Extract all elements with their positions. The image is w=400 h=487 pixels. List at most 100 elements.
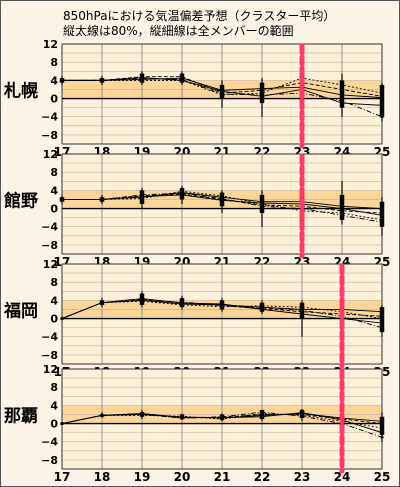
y-tick-label: −4 — [41, 111, 58, 124]
cluster-point — [180, 300, 184, 304]
x-tick-label: 19 — [134, 470, 151, 484]
cluster-point — [340, 87, 344, 92]
y-tick-label: 4 — [50, 184, 58, 197]
x-tick-label: 20 — [174, 470, 191, 484]
cluster-point — [380, 91, 384, 95]
x-tick-label: 25 — [374, 470, 391, 484]
x-tick-label: 18 — [94, 470, 111, 484]
cluster-point — [380, 326, 384, 330]
cluster-point — [380, 206, 384, 211]
cluster-point — [380, 316, 384, 321]
y-tick-label: −4 — [41, 331, 58, 344]
cluster-point — [220, 303, 224, 307]
x-tick-label: 24 — [334, 470, 351, 484]
y-tick-label: 0 — [50, 313, 58, 326]
cluster-point — [380, 314, 384, 318]
cluster-point — [260, 306, 264, 310]
cluster-point — [100, 78, 104, 82]
cluster-point — [340, 101, 344, 105]
cluster-point — [380, 211, 384, 215]
x-tick-label: 21 — [214, 470, 231, 484]
y-tick-label: 8 — [50, 276, 58, 289]
cluster-point — [100, 413, 104, 417]
x-tick-label: 22 — [254, 470, 271, 484]
cluster-point — [380, 435, 384, 439]
cluster-point — [260, 93, 264, 97]
y-tick-label: 8 — [50, 381, 58, 394]
cluster-point — [60, 316, 64, 321]
chart-subtitle: 縦太線は80%，縦細線は全メンバーの範囲 — [63, 24, 294, 38]
y-tick-label: 0 — [50, 418, 58, 431]
cluster-point — [140, 193, 144, 197]
y-tick-label: 4 — [50, 74, 58, 87]
y-tick-label: −4 — [41, 221, 58, 234]
y-tick-label: 12 — [43, 38, 58, 51]
cluster-point — [340, 213, 344, 217]
y-tick-label: −8 — [41, 454, 58, 467]
cluster-point — [100, 301, 104, 305]
y-tick-label: −8 — [41, 239, 58, 252]
y-tick-label: 12 — [43, 148, 58, 161]
y-tick-label: 8 — [50, 166, 58, 179]
cluster-point — [380, 426, 384, 430]
cluster-point — [340, 93, 344, 97]
cluster-point — [260, 204, 264, 208]
cluster-point — [300, 414, 304, 418]
cluster-point — [180, 191, 184, 195]
panel-4: 12 8 4 0 −4 −8 那覇 17 18 19 20 21 22 23 24 25 — [4, 363, 390, 484]
cluster-point — [300, 305, 304, 309]
cluster-point — [340, 211, 344, 215]
y-tick-label: −8 — [41, 349, 58, 362]
y-tick-label: 8 — [50, 56, 58, 69]
cluster-point — [380, 431, 384, 435]
y-tick-label: 12 — [43, 363, 58, 376]
x-tick-label: 23 — [294, 470, 311, 484]
cluster-line — [61, 300, 383, 319]
cluster-point — [220, 415, 224, 419]
cluster-point — [380, 218, 384, 222]
x-tick-label: 17 — [54, 470, 71, 484]
cluster-point — [220, 89, 224, 93]
y-tick-label: 12 — [43, 258, 58, 271]
station-label: 札幌 — [3, 80, 38, 101]
cluster-point — [340, 83, 344, 87]
cluster-point — [260, 410, 264, 414]
cluster-point — [380, 103, 384, 107]
station-label: 福岡 — [3, 300, 38, 321]
cluster-point — [300, 308, 304, 312]
cluster-point — [140, 298, 144, 302]
cluster-point — [220, 194, 224, 198]
y-tick-label: −8 — [41, 129, 58, 142]
cluster-point — [300, 411, 304, 415]
cluster-point — [60, 421, 64, 426]
cluster-point — [100, 197, 104, 202]
y-tick-label: 4 — [50, 399, 58, 412]
cluster-point — [220, 196, 224, 201]
cluster-point — [380, 213, 384, 217]
cluster-point — [340, 209, 344, 213]
station-label: 館野 — [3, 190, 38, 211]
cluster-point — [380, 421, 384, 426]
cluster-point — [340, 204, 344, 208]
cluster-point — [180, 75, 184, 79]
cluster-point — [260, 88, 264, 92]
cluster-point — [60, 78, 64, 82]
cluster-point — [380, 94, 384, 98]
cluster-point — [60, 197, 64, 202]
y-tick-label: 0 — [50, 93, 58, 106]
cluster-point — [380, 419, 384, 423]
y-tick-label: 4 — [50, 294, 58, 307]
station-label: 那覇 — [4, 406, 38, 426]
cluster-point — [140, 412, 144, 417]
cluster-point — [380, 115, 384, 119]
cluster-point — [220, 92, 224, 96]
cluster-line — [62, 193, 383, 214]
cluster-point — [380, 220, 384, 224]
y-tick-label: 0 — [50, 203, 58, 216]
cluster-point — [260, 201, 264, 205]
cluster-point — [260, 415, 264, 419]
